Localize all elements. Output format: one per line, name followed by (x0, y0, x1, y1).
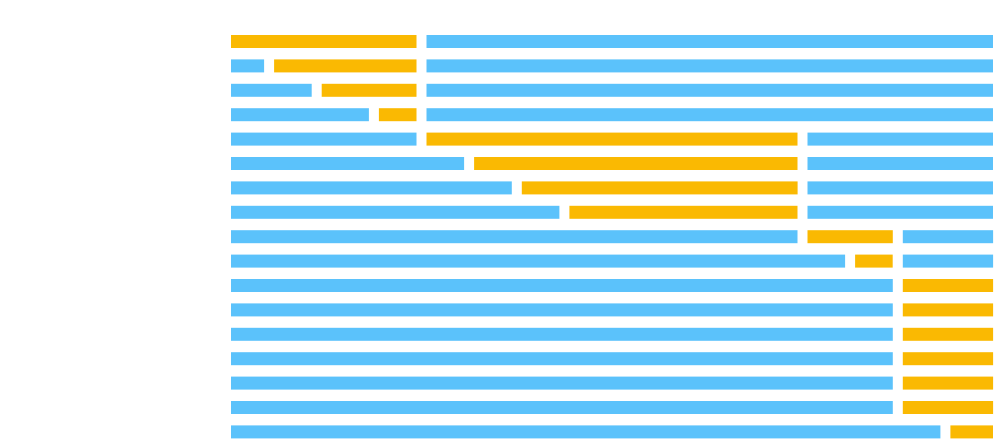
other-segment (231, 205, 560, 219)
other-segment (231, 59, 265, 73)
bar-row (231, 401, 994, 414)
bar-row (231, 230, 994, 244)
other-segment (902, 254, 994, 268)
other-segment (231, 181, 512, 195)
bar-rows (231, 35, 994, 439)
bar-row (231, 181, 993, 195)
other-segment (231, 425, 941, 439)
other-segment (231, 279, 893, 292)
highlight-segment (902, 401, 994, 414)
highlight-segment (855, 254, 893, 268)
highlight-segment (231, 35, 417, 48)
highlight-segment (321, 83, 417, 97)
highlight-segment (474, 157, 798, 170)
other-segment (807, 181, 993, 195)
other-segment (807, 132, 993, 146)
highlight-segment (521, 181, 798, 195)
other-segment (807, 205, 993, 219)
highlight-segment (569, 205, 798, 219)
bar-row (231, 108, 993, 122)
highlight-segment (807, 230, 893, 244)
other-segment (231, 83, 312, 97)
bar-row (231, 254, 994, 268)
other-segment (231, 132, 417, 146)
bar-row (231, 132, 993, 146)
other-segment (231, 376, 893, 390)
other-segment (231, 401, 893, 414)
highlight-segment (902, 352, 994, 366)
highlight-segment (274, 59, 417, 73)
highlight-segment (378, 108, 417, 122)
other-segment (231, 157, 465, 170)
bar-row (231, 352, 994, 366)
highlight-segment (902, 327, 994, 341)
bar-row (231, 425, 993, 439)
bar-row (231, 83, 993, 97)
other-segment (426, 108, 993, 122)
bar-row (231, 327, 994, 341)
other-segment (231, 352, 893, 366)
highlight-segment (426, 132, 798, 146)
highlight-segment (902, 376, 994, 390)
other-segment (426, 35, 993, 48)
bar-row (231, 35, 993, 48)
bar-row (231, 157, 993, 170)
bar-row (231, 59, 993, 73)
highlight-segment (902, 279, 994, 292)
bar-row (231, 205, 993, 219)
other-segment (231, 230, 798, 244)
other-segment (231, 108, 369, 122)
other-segment (426, 83, 993, 97)
other-segment (807, 157, 993, 170)
highlight-segment (950, 425, 993, 439)
other-segment (231, 303, 893, 317)
bar-row (231, 376, 994, 390)
bar-row (231, 303, 994, 317)
other-segment (426, 59, 993, 73)
highlight-segment (902, 303, 994, 317)
other-segment (231, 327, 893, 341)
other-segment (231, 254, 846, 268)
bar-row (231, 279, 994, 292)
other-segment (902, 230, 994, 244)
